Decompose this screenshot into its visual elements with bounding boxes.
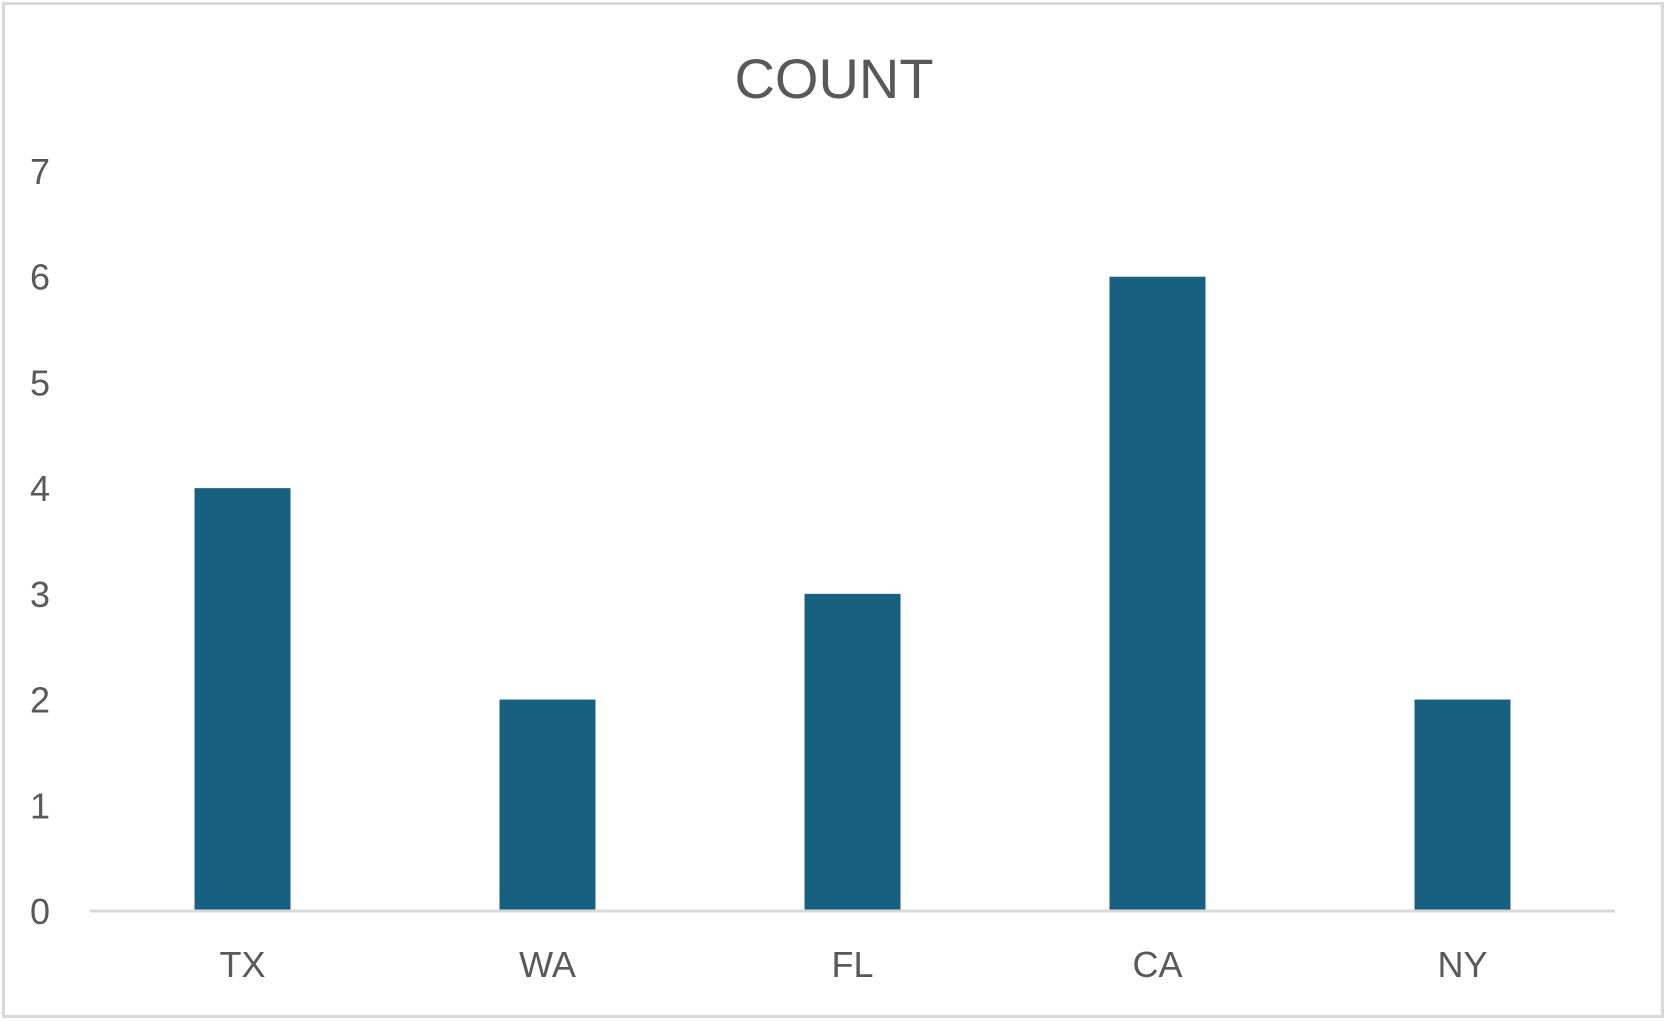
y-axis-ticks: 0 1 2 3 4 5 6 7 (30, 151, 50, 932)
x-axis-labels: TX WA FL CA NY (219, 944, 1487, 985)
x-tick-label-ny: NY (1437, 944, 1487, 985)
x-tick-label-ca: CA (1132, 944, 1182, 985)
x-tick-label-tx: TX (219, 944, 265, 985)
bar-fl (804, 593, 901, 911)
y-tick-label: 3 (30, 574, 50, 615)
y-tick-label: 2 (30, 680, 50, 721)
y-tick-label: 1 (30, 785, 50, 826)
bars (194, 276, 1511, 911)
chart-title: COUNT (734, 47, 933, 110)
x-tick-label-fl: FL (831, 944, 873, 985)
bar-wa (499, 699, 596, 911)
y-tick-label: 5 (30, 362, 50, 403)
y-tick-label: 7 (30, 151, 50, 192)
bar-ny (1414, 699, 1511, 911)
bar-tx (194, 488, 291, 911)
y-tick-label: 6 (30, 257, 50, 298)
x-tick-label-wa: WA (519, 944, 576, 985)
bar-ca (1109, 276, 1206, 911)
y-tick-label: 4 (30, 468, 50, 509)
y-tick-label: 0 (30, 891, 50, 932)
